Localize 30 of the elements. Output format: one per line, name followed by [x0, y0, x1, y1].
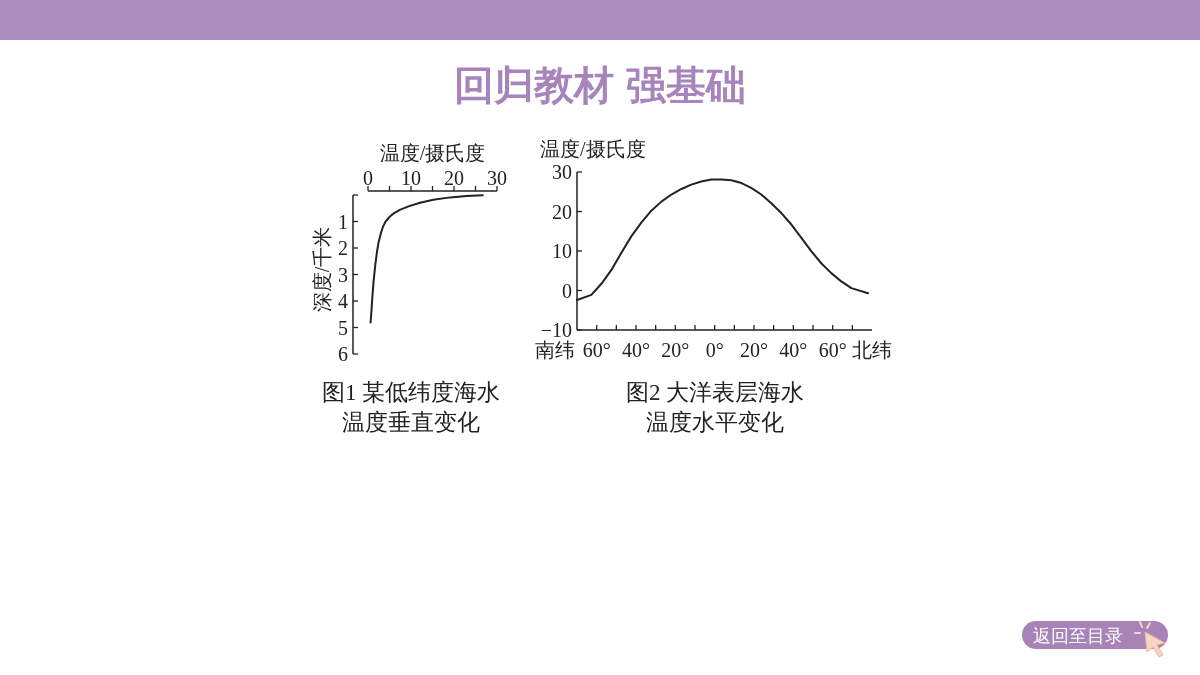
x-tick-label: 0° — [705, 339, 724, 361]
text: 图2 大洋表层海水温度水平变化 — [625, 379, 805, 435]
x-axis-title: 温度/摄氏度 — [379, 142, 486, 164]
button: 返回至目录 — [1022, 621, 1168, 649]
x-tick-label: 30 — [487, 167, 507, 189]
text: 北纬 — [852, 339, 892, 361]
y-tick-label: 3 — [338, 263, 348, 286]
x-tick-label: 20° — [661, 339, 690, 361]
y-tick-label: 6 — [338, 343, 348, 365]
y-tick-label: 1 — [338, 210, 348, 233]
x-tick-label: 60° — [818, 339, 847, 361]
text: 回归教材 强基础 — [454, 63, 746, 107]
y-tick-label: 20 — [552, 200, 572, 223]
x-tick-label: 10 — [401, 167, 421, 189]
text: 图1 某低纬度海水温度垂直变化 — [321, 379, 501, 435]
y-tick-label: 5 — [338, 316, 348, 339]
x-tick-label: 20 — [444, 167, 464, 189]
y-axis-title: 温度/摄氏度 — [540, 138, 646, 160]
y-tick-label: −10 — [540, 319, 572, 341]
y-tick-label: 0 — [562, 279, 572, 302]
x-tick-label: 20° — [740, 339, 768, 361]
x-tick-label: 40° — [779, 339, 808, 361]
x-tick-label: 60° — [582, 339, 611, 361]
y-tick-label: 10 — [552, 240, 572, 262]
x-tick-label: 40° — [622, 339, 650, 361]
x-tick-label: 0 — [363, 167, 373, 189]
y-axis-title: 深度/千米 — [311, 226, 333, 313]
y-tick-label: 2 — [338, 237, 348, 259]
text: 南纬 — [535, 339, 575, 361]
y-tick-label: 4 — [338, 290, 348, 312]
